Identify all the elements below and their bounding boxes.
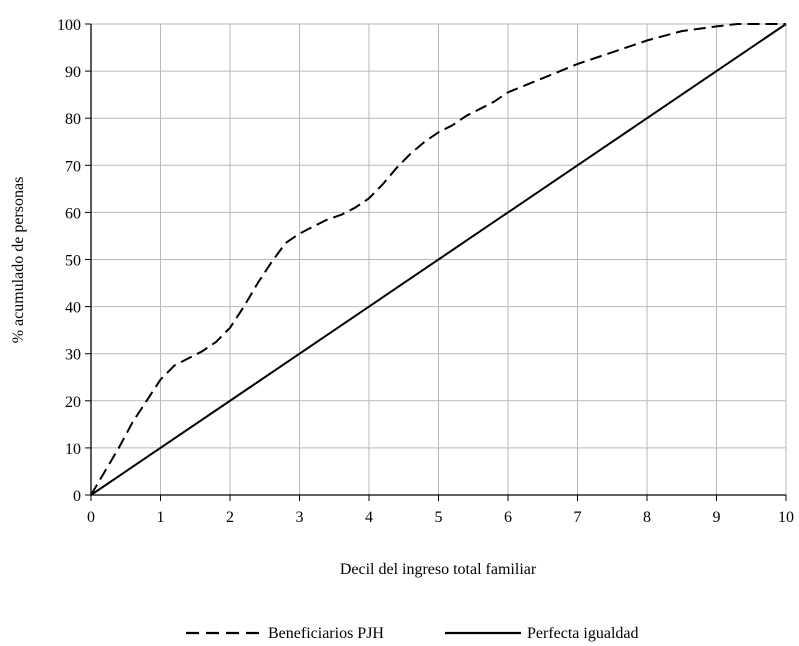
x-axis-title: Decil del ingreso total familiar — [340, 561, 537, 578]
y-tick-label: 10 — [65, 441, 81, 458]
series-line-beneficiarios-pjh — [90, 23, 786, 496]
y-tick-label: 100 — [57, 17, 81, 34]
x-tick-label: 1 — [157, 509, 165, 526]
y-tick-label: 50 — [65, 253, 81, 270]
series-lines — [90, 23, 787, 496]
x-tick-label: 9 — [713, 509, 721, 526]
y-tick-label: 30 — [65, 347, 81, 364]
x-tick-label: 8 — [643, 509, 651, 526]
x-tick-label: 6 — [504, 509, 512, 526]
legend-label-perfecta-igualdad: Perfecta igualdad — [527, 625, 639, 642]
y-axis-title: % acumulado de personas — [10, 177, 27, 344]
y-tick-label: 40 — [65, 300, 81, 317]
x-tick-label: 4 — [365, 509, 373, 526]
y-tick-label: 0 — [73, 488, 81, 505]
y-tick-label: 80 — [65, 111, 81, 128]
y-tick-label: 20 — [65, 394, 81, 411]
y-axis-ticks: 0 10 20 30 40 50 60 70 80 90 100 — [57, 17, 91, 505]
series-line-perfecta-igualdad — [90, 23, 787, 496]
x-tick-label: 2 — [226, 509, 234, 526]
y-tick-label: 90 — [65, 64, 81, 81]
x-tick-label: 0 — [87, 509, 95, 526]
x-tick-label: 5 — [435, 509, 443, 526]
x-axis-ticks: 0 1 2 3 4 5 6 7 8 9 10 — [87, 495, 794, 526]
grid-lines — [91, 23, 787, 495]
legend-label-beneficiarios: Beneficiarios PJH — [268, 625, 384, 642]
x-tick-label: 7 — [574, 509, 582, 526]
y-tick-label: 60 — [65, 205, 81, 222]
y-tick-label: 70 — [65, 158, 81, 175]
x-tick-label: 3 — [296, 509, 304, 526]
legend: Beneficiarios PJH Perfecta igualdad — [186, 625, 639, 642]
x-tick-label: 10 — [778, 509, 794, 526]
